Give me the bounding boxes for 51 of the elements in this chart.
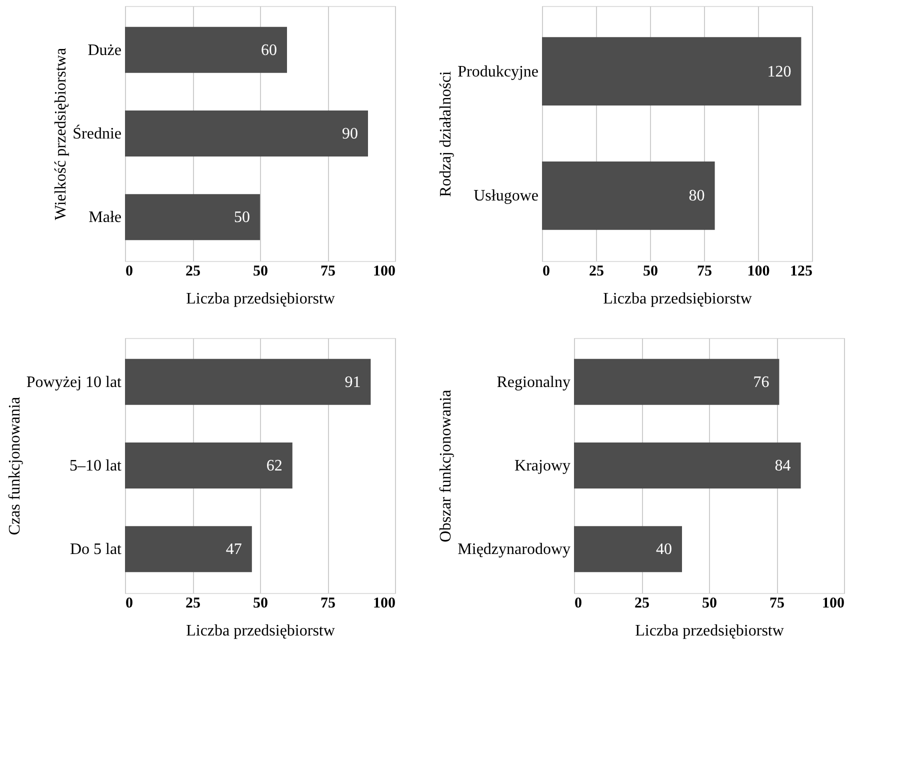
x-tick-label: 100 [373, 596, 396, 612]
y-tick-label: Do 5 lat [70, 541, 122, 558]
x-tick-label: 75 [320, 596, 336, 612]
x-tick-label: 75 [320, 264, 336, 280]
x-tick-label: 50 [702, 596, 717, 612]
y-tick-label: 5–10 lat [70, 458, 122, 474]
x-tick-label: 0 [126, 596, 133, 612]
data-label: 84 [774, 458, 791, 474]
y-tick-label: Krajowy [514, 458, 570, 474]
x-tick-label: 75 [770, 596, 784, 612]
data-label: 47 [226, 541, 242, 558]
data-label: 91 [344, 374, 361, 391]
x-tick-label: 50 [643, 264, 658, 280]
x-axis-title: Liczba przedsiębiorstw [603, 290, 752, 308]
data-label: 120 [767, 63, 792, 80]
data-label: 76 [753, 374, 770, 391]
x-tick-label: 25 [186, 264, 200, 280]
x-tick-label: 125 [790, 264, 812, 280]
x-tick-label: 100 [373, 264, 396, 280]
data-label: 80 [688, 188, 705, 205]
y-tick-label: Średnie [72, 124, 122, 142]
data-label: 40 [656, 541, 672, 558]
x-tick-label: 25 [634, 596, 650, 612]
y-tick-label: Międzynarodowy [458, 541, 570, 558]
y-axis-title: Czas funkcjonowania [6, 396, 24, 536]
x-tick-label: 50 [253, 264, 268, 280]
x-tick-label: 75 [697, 264, 712, 280]
y-axis-title: Rodzaj działalności [438, 70, 455, 197]
data-label: 50 [234, 209, 250, 226]
data-label: 62 [266, 458, 282, 474]
y-tick-label: Produkcyjne [458, 63, 538, 80]
x-tick-label: 0 [126, 264, 133, 280]
y-tick-label: Duże [88, 42, 122, 59]
y-tick-label: Małe [88, 209, 122, 226]
data-label: 60 [261, 42, 277, 59]
x-tick-label: 50 [253, 596, 268, 612]
x-tick-label: 100 [822, 596, 844, 612]
x-tick-label: 25 [186, 596, 200, 612]
x-axis-title: Liczba przedsiębiorstw [186, 622, 336, 640]
x-axis-title: Liczba przedsiębiorstw [635, 622, 784, 640]
y-tick-label: Powyżej 10 lat [26, 374, 122, 391]
x-axis-title: Liczba przedsiębiorstw [186, 290, 336, 308]
y-tick-label: Usługowe [474, 188, 538, 205]
y-axis-title: Obszar funkcjonowania [438, 390, 455, 542]
y-axis-title: Wielkość przedsiębiorstwa [52, 48, 70, 220]
y-tick-label: Regionalny [496, 374, 570, 391]
x-tick-label: 0 [574, 596, 582, 612]
x-tick-label: 25 [589, 264, 604, 280]
x-tick-label: 0 [542, 264, 550, 280]
x-tick-label: 100 [747, 264, 770, 280]
data-label: 90 [342, 126, 358, 142]
